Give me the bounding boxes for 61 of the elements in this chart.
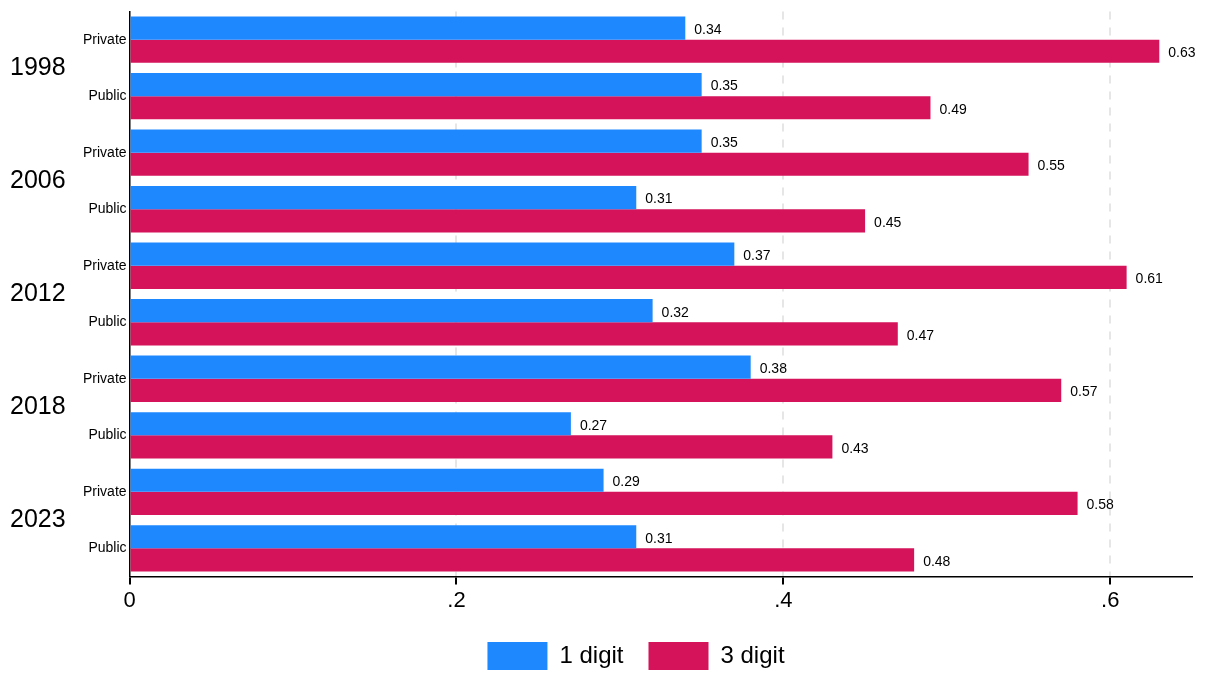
bar — [130, 548, 915, 572]
bar — [130, 209, 866, 233]
text: 2012 — [10, 277, 66, 306]
y-tick-label: Public — [88, 200, 127, 217]
bar — [130, 39, 1160, 63]
text: 1998 — [10, 51, 66, 80]
bar — [130, 322, 898, 346]
bar — [130, 355, 751, 379]
bar — [130, 129, 702, 153]
data-label: 0.27 — [579, 416, 608, 433]
bar — [130, 299, 653, 323]
bar — [130, 96, 931, 120]
x-tick-label: .2 — [447, 586, 466, 612]
data-label: 0.58 — [1086, 496, 1115, 513]
bar — [130, 242, 735, 266]
data-label: 0.37 — [743, 247, 771, 264]
data-label: 0.34 — [694, 20, 722, 37]
data-label: 0.57 — [1070, 383, 1098, 400]
data-label: 0.35 — [710, 133, 739, 150]
x-tick-label: .6 — [1101, 586, 1120, 612]
text: 2006 — [10, 164, 66, 193]
data-label: 0.45 — [874, 213, 902, 230]
bar — [130, 491, 1078, 515]
bar — [130, 16, 686, 40]
bar — [130, 73, 702, 97]
y-tick-label: Private — [82, 369, 127, 386]
bar — [130, 435, 833, 459]
bar — [130, 265, 1127, 289]
y-tick-label: Public — [88, 426, 127, 443]
data-label: 0.29 — [612, 473, 641, 490]
data-label: 0.47 — [906, 326, 935, 343]
data-label: 0.55 — [1037, 157, 1066, 174]
y-tick-label: Public — [88, 539, 127, 556]
data-label: 0.63 — [1168, 44, 1196, 61]
data-label: 0.48 — [923, 552, 951, 569]
legend-label: 1 digit — [559, 640, 624, 668]
text: 2018 — [10, 390, 66, 419]
text: 2023 — [10, 503, 66, 532]
bar — [130, 468, 604, 492]
x-tick-label: .4 — [774, 586, 793, 612]
data-label: 0.49 — [939, 100, 967, 117]
y-tick-label: Private — [82, 256, 127, 273]
bar — [130, 152, 1029, 176]
y-tick-label: Private — [82, 30, 127, 47]
y-tick-label: Public — [88, 87, 127, 104]
bar — [130, 186, 637, 210]
data-label: 0.32 — [661, 303, 690, 320]
y-tick-label: Private — [82, 482, 127, 499]
legend-label: 3 digit — [720, 640, 785, 668]
data-label: 0.35 — [710, 77, 739, 94]
data-label: 0.61 — [1135, 270, 1164, 287]
data-label: 0.38 — [759, 360, 788, 377]
y-tick-label: Private — [82, 143, 127, 160]
data-label: 0.31 — [645, 190, 673, 207]
data-label: 0.43 — [841, 439, 869, 456]
y-tick-label: Public — [88, 313, 127, 330]
bar — [130, 525, 637, 549]
data-label: 0.31 — [645, 529, 673, 546]
bar — [130, 412, 571, 436]
bar — [130, 378, 1062, 402]
x-tick-label: 0 — [123, 586, 136, 612]
